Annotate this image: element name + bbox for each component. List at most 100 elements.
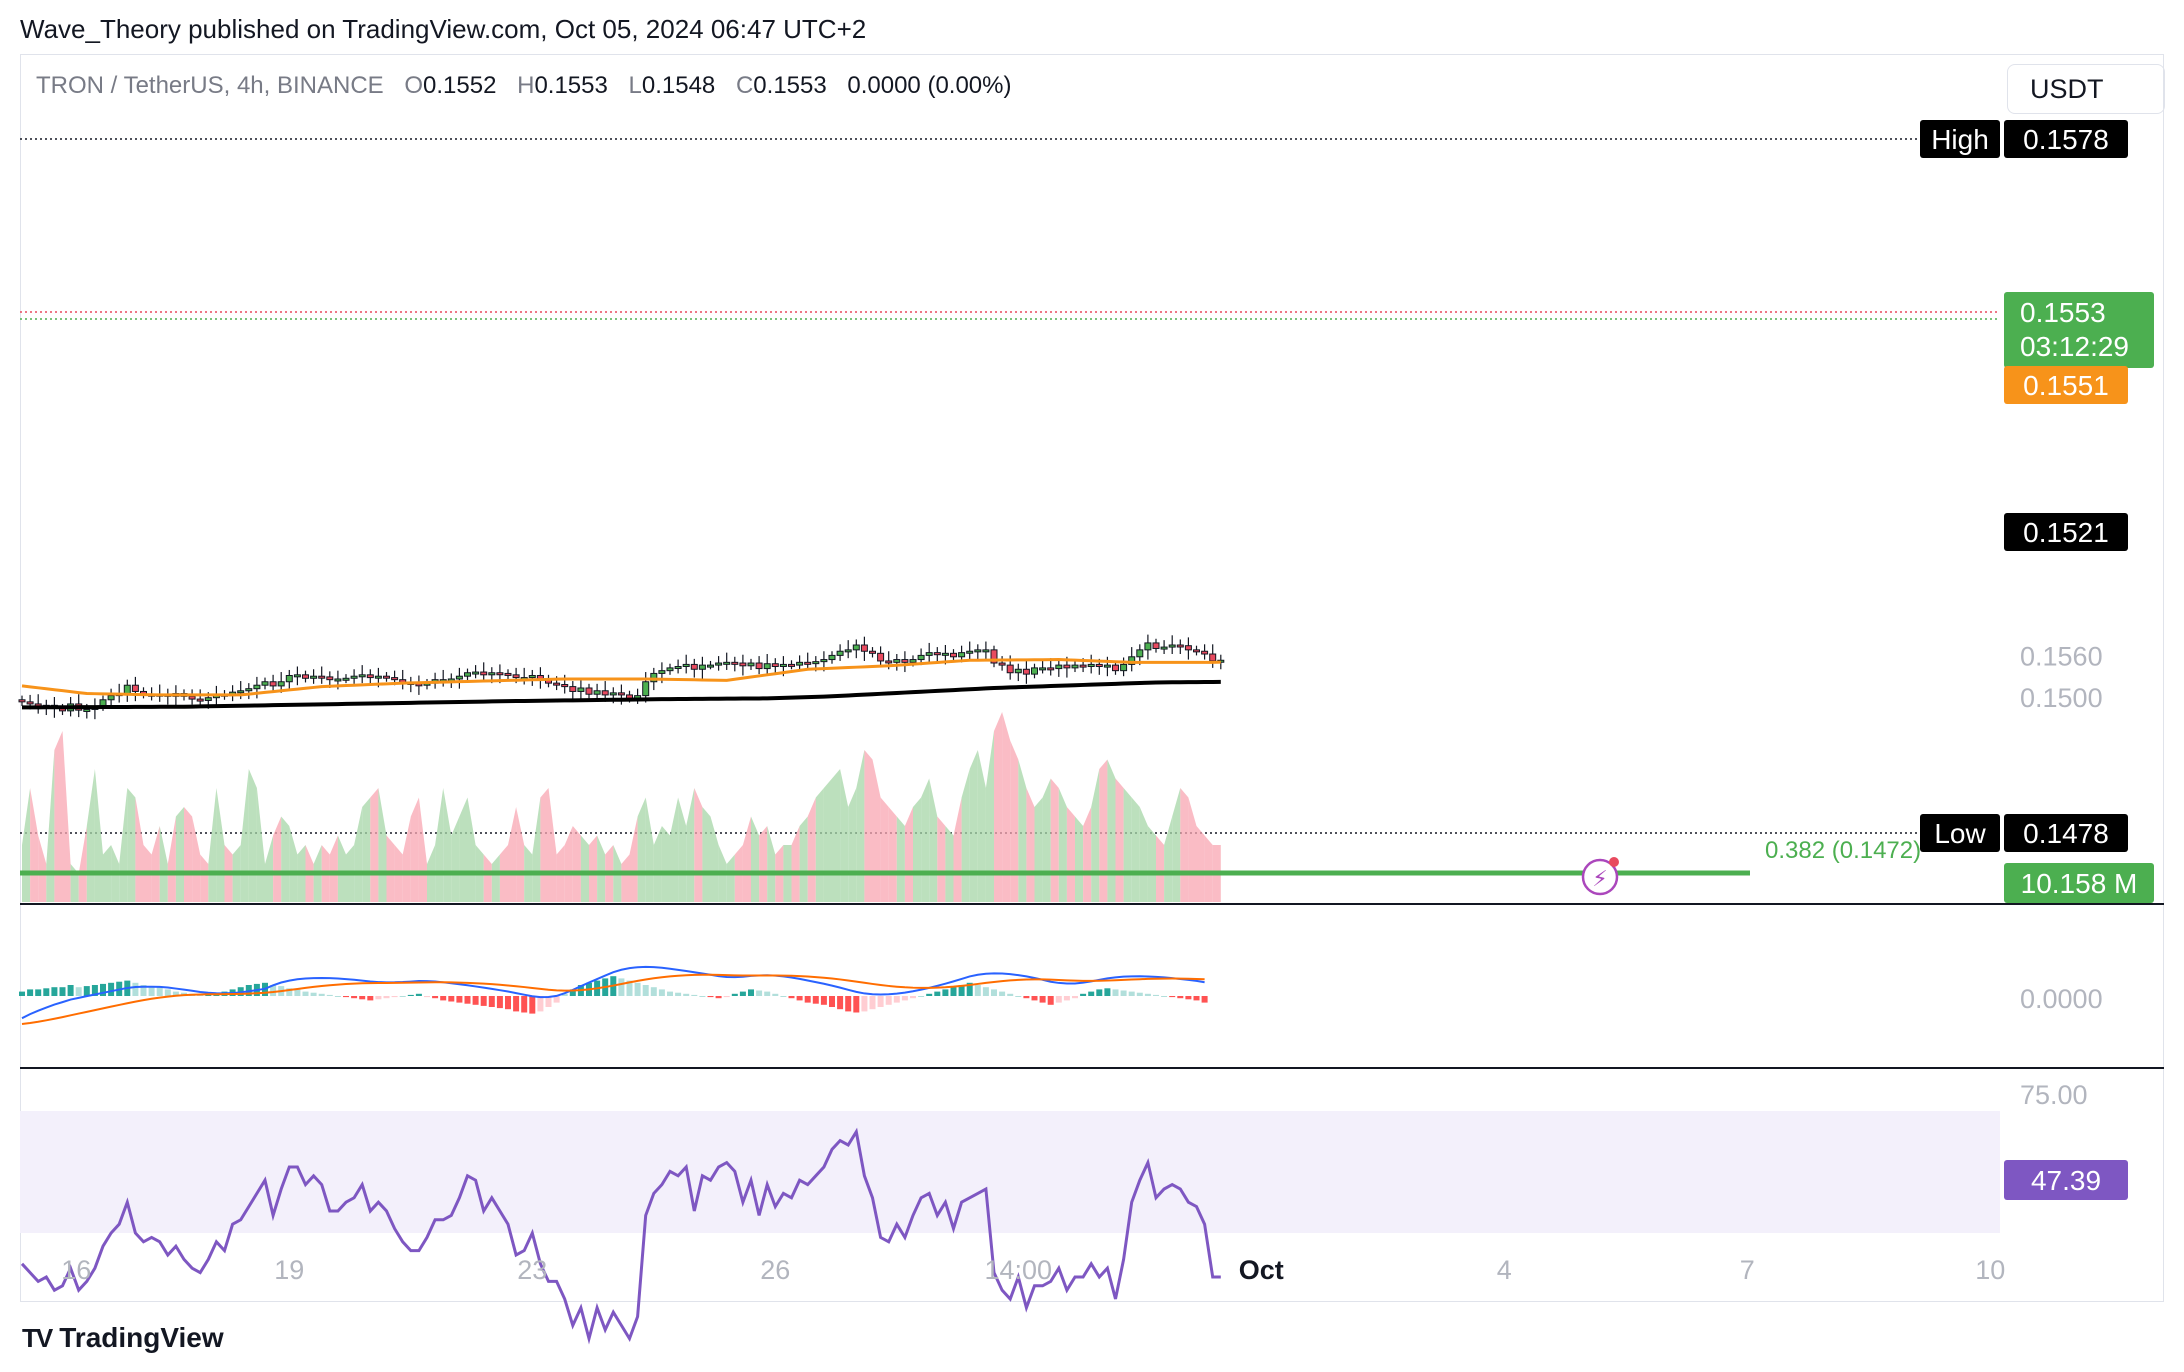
candle-body — [528, 675, 536, 679]
macd-histogram-bar — [731, 993, 738, 996]
currency-selector[interactable]: USDT — [2007, 64, 2165, 114]
high-value: 0.1553 — [534, 72, 608, 99]
macd-histogram-bar — [1072, 996, 1078, 999]
volume-area-segment — [354, 807, 363, 902]
volume-area-segment — [410, 797, 419, 902]
candle-body — [666, 667, 674, 672]
volume-area-segment — [985, 731, 994, 902]
low-marker-label: Low — [1934, 818, 1986, 849]
bar-countdown: 03:12:29 — [2020, 331, 2129, 362]
macd-histogram-bar — [318, 993, 325, 996]
volume-area-segment — [1188, 797, 1197, 902]
volume-area-segment — [208, 788, 217, 902]
candle-body — [1168, 644, 1176, 648]
macd-histogram-bar — [772, 993, 779, 996]
volume-area-segment — [38, 835, 47, 902]
candle-body — [480, 671, 488, 676]
volume-area-segment — [30, 788, 39, 902]
volume-area-segment — [435, 788, 444, 902]
volume-area-segment — [904, 807, 913, 902]
candle-body — [1136, 649, 1144, 658]
x-tick-label: 26 — [760, 1255, 790, 1285]
volume-area-segment — [1091, 769, 1100, 902]
volume-area-segment — [994, 712, 1003, 902]
volume-area-segment — [540, 788, 549, 902]
macd-histogram-bar — [424, 996, 430, 998]
macd-histogram-bar — [829, 996, 835, 1007]
symbol-label[interactable]: TRON / TetherUS, 4h, BINANCE — [36, 72, 384, 99]
candle-body — [318, 675, 326, 679]
macd-histogram-bar — [837, 996, 844, 1010]
macd-histogram-bar — [853, 996, 860, 1013]
candle-body — [820, 659, 828, 663]
rsi-band — [20, 1111, 2000, 1233]
volume-area-segment — [1018, 759, 1027, 902]
volume-area-segment — [70, 864, 79, 902]
volume-area-segment — [289, 826, 298, 902]
candle-body — [1022, 668, 1030, 675]
volume-area-segment — [710, 816, 719, 902]
candle-body — [715, 662, 723, 666]
macd-histogram-bar — [59, 987, 66, 996]
volume-area-segment — [62, 731, 71, 902]
volume-area-segment — [491, 854, 500, 902]
candle-body — [901, 659, 909, 663]
candle-body — [877, 652, 885, 662]
volume-area-segment — [961, 769, 970, 902]
macd-histogram-bar — [343, 996, 349, 998]
macd-histogram-bar — [505, 996, 511, 1010]
volume-area-segment — [184, 807, 193, 902]
candle-body — [561, 684, 569, 688]
candle-body — [982, 649, 990, 653]
candle-body — [885, 660, 893, 664]
volume-area-segment — [742, 816, 751, 902]
macd-histogram-bar — [942, 989, 949, 996]
volume-area-segment — [451, 816, 460, 902]
volume-area-segment — [977, 750, 986, 902]
open-label: O — [404, 72, 424, 99]
close-value: 0.1553 — [753, 72, 827, 99]
macd-histogram-bar — [699, 996, 706, 997]
candle-body — [455, 675, 463, 680]
alert-lightning-icon — [1581, 858, 1619, 896]
macd-histogram-bar — [326, 994, 333, 996]
macd-histogram-bar — [950, 987, 957, 996]
macd-histogram-bar — [764, 991, 771, 996]
macd-histogram-bar — [156, 987, 163, 996]
macd-histogram-bar — [626, 980, 633, 996]
macd-histogram-bar — [877, 996, 884, 1007]
volume-area-segment — [443, 788, 452, 902]
candle-body — [869, 650, 876, 654]
macd-histogram-bar — [918, 996, 925, 997]
candle-body — [642, 681, 650, 697]
volume-area-segment — [127, 788, 136, 902]
volume-area-segment — [337, 835, 346, 902]
macd-histogram-bar — [1144, 993, 1151, 996]
volume-area-segment — [872, 759, 881, 902]
rsi-axis-label: 75.00 — [2020, 1080, 2088, 1110]
macd-histogram-bar — [100, 983, 106, 996]
volume-area-segment — [888, 807, 897, 902]
candle-body — [366, 674, 374, 679]
volume-area-segment — [921, 778, 930, 902]
candle-body — [293, 674, 301, 678]
last-price-bg — [2004, 292, 2154, 368]
price-tick-label: 0.1500 — [2020, 683, 2103, 713]
macd-histogram-bar — [480, 996, 487, 1006]
candle-body — [698, 664, 706, 670]
volume-area-segment — [694, 788, 703, 902]
macd-histogram-bar — [658, 989, 665, 996]
volume-area-segment — [1026, 788, 1035, 902]
macd-histogram-bar — [804, 996, 811, 1003]
candle-body — [391, 677, 399, 681]
x-tick-label: Oct — [1239, 1255, 1284, 1285]
candle-body — [1039, 667, 1047, 671]
volume-area-segment — [823, 778, 832, 902]
macd-histogram-bar — [164, 989, 171, 996]
macd-histogram-bar — [1007, 993, 1014, 996]
macd-histogram-bar — [796, 996, 803, 1001]
volume-area-segment — [248, 769, 257, 902]
macd-histogram-bar — [1120, 990, 1127, 996]
x-tick-label: 23 — [517, 1255, 547, 1285]
